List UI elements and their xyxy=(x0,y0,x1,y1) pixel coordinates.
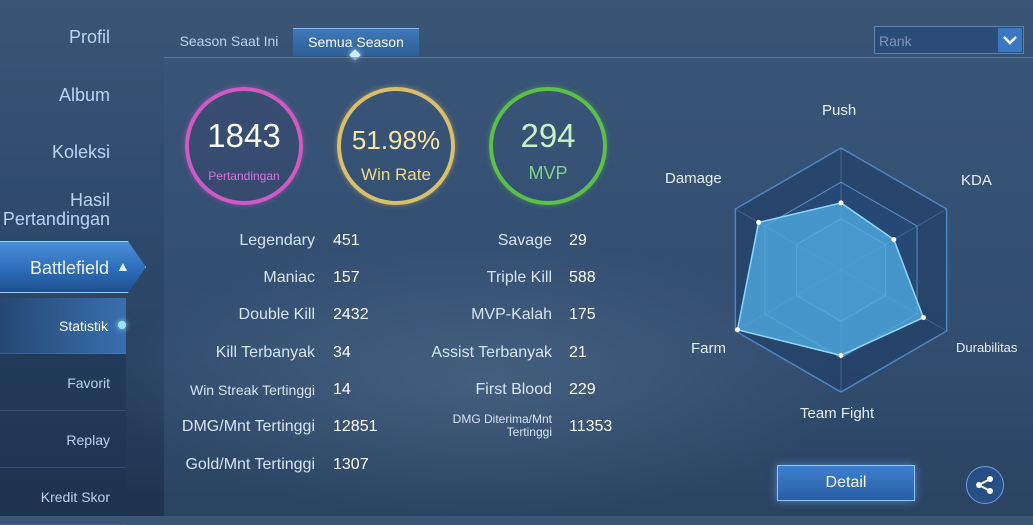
tab-season-saat-ini[interactable]: Season Saat Ini xyxy=(179,33,279,49)
matches-value: 1843 xyxy=(207,117,281,154)
submenu-item-statistik[interactable]: Statistik xyxy=(0,298,126,354)
stat-label: First Blood xyxy=(475,381,552,398)
stat-value: 21 xyxy=(569,344,587,361)
matches-label: Pertandingan xyxy=(208,169,280,183)
sidebar-item-koleksi[interactable]: Koleksi xyxy=(51,142,110,162)
chevron-down-icon[interactable] xyxy=(998,28,1022,52)
sidebar-item-album[interactable]: Album xyxy=(58,85,110,105)
submenu-label: Statistik xyxy=(58,318,108,334)
share-icon xyxy=(976,476,993,494)
submenu-item-kredit-skor[interactable]: Kredit Skor xyxy=(0,469,126,525)
stat-label: Kill Terbanyak xyxy=(215,344,315,361)
radar-point xyxy=(734,327,740,333)
radar-label-damage: Damage xyxy=(665,170,722,187)
stat-value: 1307 xyxy=(333,456,369,473)
radar-label-team-fight: Team Fight xyxy=(800,405,875,422)
radar-point xyxy=(920,315,926,321)
stat-value: 14 xyxy=(333,381,351,398)
radar-label-push: Push xyxy=(822,102,857,119)
stat-value: 2432 xyxy=(333,306,369,323)
chevron-up-icon: ▲ xyxy=(116,258,130,274)
stat-value: 229 xyxy=(569,381,596,398)
stat-label: Legendary xyxy=(239,232,315,249)
submenu-label: Kredit Skor xyxy=(40,489,110,505)
win-rate-label: Win Rate xyxy=(361,165,431,184)
active-indicator-icon xyxy=(118,321,126,329)
stat-label: Savage xyxy=(497,232,552,249)
stat-value: 11353 xyxy=(569,418,613,435)
stat-value: 34 xyxy=(333,344,351,361)
submenu-label: Favorit xyxy=(67,375,110,391)
stat-label: Gold/Mnt Tertinggi xyxy=(185,456,315,473)
sidebar: Profil Album Koleksi Hasil Pertandingan … xyxy=(0,0,146,525)
matches-ring: 1843 Pertandingan xyxy=(185,87,303,205)
rank-dropdown[interactable]: Rank xyxy=(874,26,1024,54)
radar-label-kda: KDA xyxy=(961,172,992,189)
sidebar-item-battlefield[interactable]: Battlefield ▲ xyxy=(0,241,146,293)
radar-label-farm: Farm xyxy=(691,340,726,357)
win-rate-value: 51.98% xyxy=(351,125,441,155)
submenu-label: Replay xyxy=(66,432,110,448)
radar-point xyxy=(838,352,844,358)
stat-label: MVP-Kalah xyxy=(471,306,552,323)
stat-value: 29 xyxy=(569,232,587,249)
rank-dropdown-value: Rank xyxy=(879,33,912,49)
stat-value: 157 xyxy=(333,269,360,286)
mvp-ring: 294 MVP xyxy=(489,87,607,205)
battlefield-label: Battlefield xyxy=(30,258,110,278)
tab-semua-season[interactable]: Semua Season xyxy=(293,28,419,61)
stat-label: Win Streak Tertinggi xyxy=(189,382,315,398)
performance-radar xyxy=(734,147,948,393)
stat-value: 588 xyxy=(569,269,596,286)
stat-label: Triple Kill xyxy=(486,269,552,286)
stat-value: 451 xyxy=(333,232,360,249)
sidebar-item-profil[interactable]: Profil xyxy=(68,27,110,47)
stat-label: Assist Terbanyak xyxy=(431,344,552,361)
stat-label: DMG/Mnt Tertinggi xyxy=(181,418,315,435)
stat-label: Maniac xyxy=(263,269,315,286)
sidebar-submenu: Statistik Favorit Replay Kredit Skor xyxy=(0,298,126,525)
mvp-value: 294 xyxy=(520,117,576,154)
radar-label-durabilitas: Durabilitas xyxy=(956,340,1018,355)
submenu-item-replay[interactable]: Replay xyxy=(0,412,126,468)
radar-point xyxy=(838,200,844,206)
win-rate-ring: 51.98% Win Rate xyxy=(337,87,455,205)
stat-label: DMG Diterima/Mnt Tertinggi xyxy=(452,412,552,439)
mvp-label: MVP xyxy=(528,163,568,183)
tab-label: Semua Season xyxy=(308,34,404,50)
submenu-item-favorit[interactable]: Favorit xyxy=(0,355,126,411)
stat-value: 12851 xyxy=(333,418,378,435)
sidebar-item-hasil-pertandingan[interactable]: Hasil Pertandingan xyxy=(2,190,110,229)
share-button[interactable] xyxy=(966,466,1004,504)
radar-point xyxy=(756,219,762,225)
detail-button[interactable]: Detail xyxy=(777,465,915,501)
stat-value: 175 xyxy=(569,306,596,323)
stat-label: Double Kill xyxy=(238,306,315,323)
radar-point xyxy=(891,237,897,242)
